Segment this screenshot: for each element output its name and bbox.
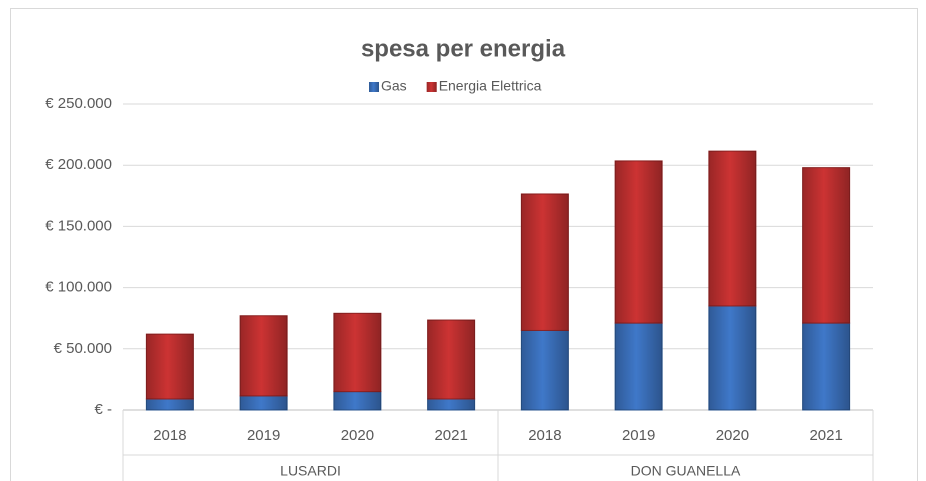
bar-shade: [146, 398, 194, 410]
bar-shade: [521, 193, 569, 331]
y-tick-label: € 200.000: [45, 156, 112, 173]
x-tick-label: 2021: [434, 427, 467, 444]
bar-shade: [427, 398, 475, 410]
bar-shade: [427, 320, 475, 399]
bar-shade: [333, 313, 381, 392]
x-tick-label: 2018: [153, 427, 186, 444]
x-tick-label: 2020: [716, 427, 749, 444]
x-tick-label: 2020: [341, 427, 374, 444]
group-label: LUSARDI: [280, 463, 341, 479]
x-tick-label: 2018: [528, 427, 561, 444]
bar-shade: [708, 151, 756, 306]
y-tick-label: € 250.000: [45, 95, 112, 112]
bar-shade: [240, 315, 288, 396]
x-tick-label: 2019: [247, 427, 280, 444]
bar-shade: [240, 395, 288, 410]
bar-shade: [802, 167, 850, 324]
y-tick-label: € 150.000: [45, 217, 112, 234]
legend-label: Gas: [381, 78, 407, 94]
group-label: DON GUANELLA: [631, 463, 741, 479]
legend-swatch-shade: [369, 82, 379, 92]
y-tick-label: € -: [94, 401, 112, 418]
bar-shade: [615, 160, 663, 324]
x-tick-label: 2019: [622, 427, 655, 444]
chart-title: spesa per energia: [361, 35, 566, 62]
bar-shade: [146, 334, 194, 399]
y-tick-label: € 50.000: [54, 340, 112, 357]
bar-shade: [802, 323, 850, 410]
bar-shade: [708, 305, 756, 410]
legend-label: Energia Elettrica: [439, 78, 542, 94]
legend-swatch-shade: [426, 82, 437, 92]
bar-shade: [521, 330, 569, 410]
y-tick-label: € 100.000: [45, 279, 112, 296]
bar-shade: [615, 323, 663, 410]
bar-shade: [333, 391, 381, 410]
x-tick-label: 2021: [809, 427, 842, 444]
